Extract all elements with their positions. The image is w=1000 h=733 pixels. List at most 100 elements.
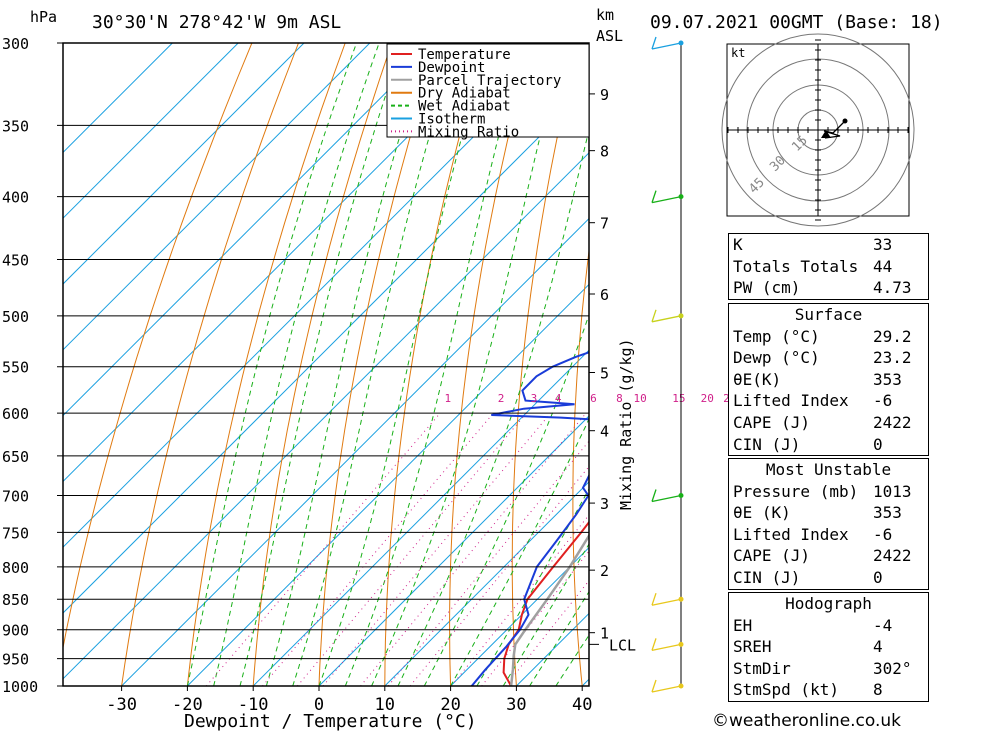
most-unstable-title: Most Unstable: [765, 460, 892, 479]
pressure-tick-label: 750: [2, 524, 29, 542]
temp-tick-label: -30: [106, 695, 137, 715]
km-tick-label: 1: [600, 625, 609, 643]
most-unstable-table: Most Unstable Pressure (mb) 1013 θE (K) 353 L…: [728, 458, 929, 590]
mixing-ratio-line: [360, 412, 587, 686]
surface-row: Temp (°C) 29.2: [729, 326, 928, 348]
isotherm-line: [450, 546, 589, 686]
hodograph-unit-label: kt: [731, 46, 745, 60]
run-time-title: 09.07.2021 00GMT (Base: 18): [650, 12, 943, 33]
most-unstable-value: 353: [873, 503, 902, 523]
hodograph-ring: [721, 33, 915, 227]
totals-totals-label: Totals Totals: [733, 256, 859, 276]
pw-value: 4.73: [873, 278, 912, 298]
totals-totals-row: Totals Totals 44: [729, 256, 928, 278]
mixing-ratio-tick-label: 4: [555, 392, 562, 405]
indices-table: K 33 Totals Totals 44 PW (cm) 4.73: [728, 233, 929, 300]
most-unstable-label: CAPE (J): [733, 546, 811, 566]
surface-value: -6: [873, 391, 893, 411]
isotherm-line: [63, 43, 436, 417]
wind-barb: [651, 679, 682, 693]
pressure-tick-label: 950: [2, 651, 29, 669]
dry-adiabat-line: [689, 43, 719, 686]
location-title: 30°30'N 278°42'W 9m ASL: [92, 12, 341, 33]
isotherm-line: [63, 43, 239, 219]
surface-label: Lifted Index: [733, 391, 849, 411]
k-index-row: K 33: [729, 234, 928, 256]
mixing-ratio-tick-label: 6: [590, 392, 597, 405]
wind-barb: [651, 592, 682, 606]
storm-motion-marker: [821, 130, 831, 138]
mixing-ratio-axis-label: Mixing Ratio (g/kg): [617, 338, 635, 510]
dry-adiabat-line: [511, 43, 579, 686]
legend-box: [386, 43, 590, 138]
temp-tick-label: 20: [440, 695, 460, 715]
most-unstable-row: Lifted Index -6: [729, 524, 928, 546]
legend-label: Wet Adiabat: [418, 99, 511, 115]
km-tick-label: 9: [600, 86, 609, 104]
pressure-tick-label: 1000: [2, 678, 38, 696]
dry-adiabat-line: [63, 43, 253, 651]
legend-label: Dewpoint: [418, 60, 485, 76]
most-unstable-value: -6: [873, 524, 893, 544]
hodograph-stat-row: StmSpd (kt) 8: [729, 679, 928, 701]
km-tick-label: 8: [600, 143, 609, 161]
km-tick-label: 5: [600, 365, 609, 383]
most-unstable-row: Pressure (mb) 1013: [729, 481, 928, 503]
hodograph-stat-row: EH -4: [729, 615, 928, 637]
most-unstable-value: 1013: [873, 481, 912, 501]
most-unstable-row: θE (K) 353: [729, 502, 928, 524]
wind-barb: [651, 36, 682, 50]
legend-label: Parcel Trajectory: [418, 73, 561, 89]
surface-value: 0: [873, 434, 883, 454]
surface-row: Dewp (°C) 23.2: [729, 347, 928, 369]
hodograph-stat-label: EH: [733, 615, 753, 635]
series-dewpoint-line: [470, 351, 589, 686]
surface-label: CAPE (J): [733, 412, 811, 432]
surface-row: CIN (J) 0: [729, 434, 928, 456]
wet-adiabat-line: [344, 43, 524, 686]
pressure-tick-label: 500: [2, 308, 29, 326]
x-axis-label: Dewpoint / Temperature (°C): [184, 711, 477, 732]
pressure-tick-label: 650: [2, 448, 29, 466]
wind-barb: [651, 309, 682, 323]
surface-value: 2422: [873, 412, 912, 432]
mixing-ratio-tick-label: 1: [445, 392, 452, 405]
temp-tick-label: 30: [506, 695, 526, 715]
most-unstable-label: Pressure (mb): [733, 481, 859, 501]
surface-row: Lifted Index -6: [729, 390, 928, 412]
isotherm-line: [63, 43, 305, 285]
mixing-ratio-line: [387, 440, 589, 686]
temp-tick-label: 40: [572, 695, 592, 715]
mixing-ratio-line: [205, 412, 441, 686]
surface-row: θE(K) 353: [729, 369, 928, 391]
pressure-unit-label: hPa: [30, 8, 57, 26]
temp-tick-label: 0: [314, 695, 324, 715]
dry-adiabat-line: [121, 43, 299, 686]
k-index-value: 33: [873, 235, 893, 254]
surface-value: 29.2: [873, 326, 912, 346]
mixing-ratio-tick-label: 8: [616, 392, 623, 405]
surface-label: Dewp (°C): [733, 348, 820, 368]
surface-value: 353: [873, 369, 902, 389]
hodograph-stat-row: SREH 4: [729, 636, 928, 658]
dry-adiabat-line: [632, 43, 672, 686]
km-tick-label: 2: [600, 562, 609, 580]
mixing-ratio-tick-label: 20: [701, 392, 714, 405]
hodograph-stat-label: StmSpd (kt): [733, 680, 839, 700]
surface-value: 23.2: [873, 348, 912, 368]
wet-adiabat-line: [476, 487, 589, 686]
most-unstable-label: Lifted Index: [733, 524, 849, 544]
wet-adiabat-line: [213, 43, 380, 686]
legend-label: Dry Adiabat: [418, 86, 511, 102]
temp-tick-label: 10: [375, 695, 395, 715]
hodograph-stat-value: -4: [873, 615, 893, 635]
km-tick-label: 4: [600, 423, 609, 441]
hodograph-stat-label: StmDir: [733, 658, 791, 678]
pressure-tick-label: 850: [2, 591, 29, 609]
axes: 3003504004505005506006507007508008509009…: [2, 35, 636, 715]
pressure-tick-label: 550: [2, 359, 29, 377]
legend-label: Temperature: [418, 47, 511, 63]
copyright-footer: ©weatheronline.co.uk: [712, 711, 902, 731]
lcl-label: LCL: [609, 636, 636, 654]
